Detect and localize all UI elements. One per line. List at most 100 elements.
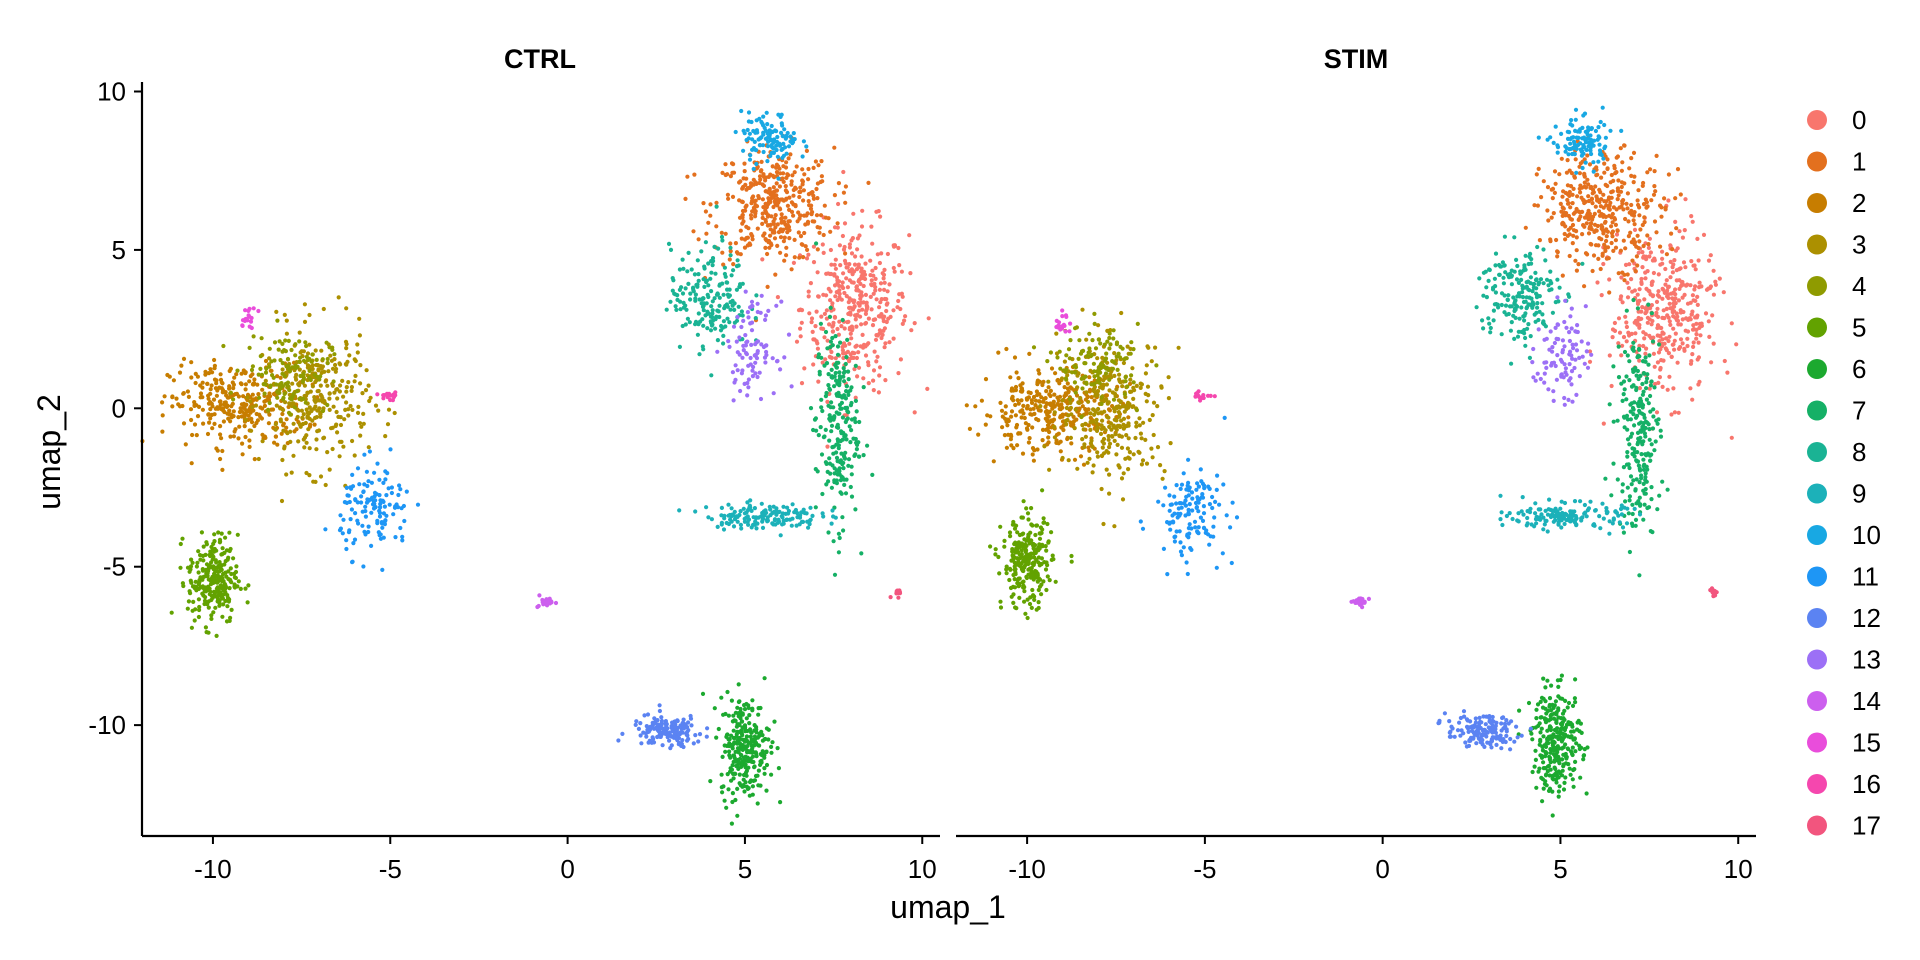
point-cluster-4	[314, 357, 319, 362]
point-cluster-3	[304, 393, 309, 398]
point-cluster-2	[1062, 385, 1067, 390]
point-cluster-5	[1040, 544, 1045, 549]
point-cluster-0	[863, 353, 869, 358]
point-cluster-10	[779, 121, 784, 126]
point-cluster-1	[787, 236, 792, 241]
point-cluster-5	[1019, 541, 1024, 546]
point-cluster-3	[330, 366, 336, 371]
point-cluster-5	[1017, 595, 1022, 601]
point-cluster-5	[194, 564, 199, 569]
point-cluster-5	[1047, 578, 1052, 583]
point-cluster-6	[732, 755, 737, 761]
point-cluster-2	[231, 434, 236, 439]
point-cluster-0	[1703, 311, 1709, 316]
point-cluster-1	[739, 236, 744, 241]
y-tick-label: 0	[112, 393, 126, 423]
point-cluster-1	[1583, 199, 1588, 204]
point-cluster-1	[802, 172, 807, 177]
point-cluster-8	[721, 292, 726, 297]
point-cluster-2	[998, 400, 1003, 405]
point-cluster-9	[731, 524, 737, 529]
point-cluster-2	[1034, 389, 1039, 394]
point-cluster-3	[1101, 441, 1106, 446]
point-cluster-2	[1072, 419, 1077, 424]
point-cluster-2	[220, 390, 225, 395]
point-cluster-8	[686, 281, 691, 286]
point-cluster-8	[722, 265, 728, 270]
point-cluster-5	[998, 599, 1003, 604]
point-cluster-1	[1621, 207, 1626, 212]
point-cluster-3	[1091, 388, 1096, 394]
point-cluster-3	[333, 362, 338, 368]
point-cluster-0	[853, 344, 858, 349]
point-cluster-3	[358, 363, 363, 368]
point-cluster-0	[1637, 386, 1642, 391]
point-cluster-0	[1610, 335, 1615, 340]
point-cluster-6	[766, 737, 771, 742]
point-cluster-1	[1636, 188, 1641, 193]
point-cluster-1	[763, 245, 768, 250]
point-cluster-13	[739, 371, 745, 376]
point-cluster-0	[849, 336, 854, 341]
point-cluster-0	[1673, 331, 1678, 336]
point-cluster-13	[731, 324, 737, 329]
point-cluster-10	[780, 146, 785, 151]
point-cluster-1	[731, 262, 736, 267]
point-cluster-9	[789, 523, 794, 528]
point-cluster-2	[315, 395, 320, 400]
point-cluster-5	[193, 579, 198, 584]
point-cluster-11	[363, 514, 368, 519]
point-cluster-0	[844, 276, 849, 281]
point-cluster-10	[759, 135, 764, 140]
point-cluster-5	[225, 604, 230, 609]
point-cluster-1	[1562, 210, 1567, 215]
point-cluster-1	[728, 241, 733, 246]
point-cluster-6	[764, 762, 770, 768]
point-cluster-7	[841, 430, 846, 435]
point-cluster-3	[1108, 421, 1113, 426]
point-cluster-5	[238, 586, 243, 592]
point-cluster-8	[708, 319, 713, 324]
point-cluster-4	[331, 379, 336, 384]
point-cluster-1	[1549, 215, 1554, 220]
point-cluster-14	[547, 596, 552, 601]
point-cluster-3	[1084, 337, 1089, 342]
point-cluster-1	[766, 196, 771, 201]
point-cluster-3	[284, 472, 289, 477]
point-cluster-2	[1048, 388, 1053, 393]
point-cluster-0	[1678, 345, 1683, 350]
point-cluster-3	[313, 479, 318, 484]
point-cluster-7	[831, 539, 836, 544]
point-cluster-0	[1643, 306, 1648, 311]
point-cluster-2	[1030, 452, 1035, 457]
point-cluster-1	[1549, 187, 1554, 192]
point-cluster-3	[284, 331, 289, 336]
point-cluster-7	[846, 463, 851, 468]
point-cluster-4	[272, 340, 278, 345]
point-cluster-3	[1131, 452, 1136, 457]
point-cluster-3	[1155, 445, 1161, 450]
point-cluster-1	[1629, 173, 1634, 178]
point-cluster-0	[1688, 386, 1693, 391]
point-cluster-7	[817, 369, 822, 374]
point-cluster-5	[221, 571, 226, 577]
point-cluster-0	[1646, 288, 1651, 293]
point-cluster-8	[740, 281, 745, 286]
point-cluster-4	[1092, 311, 1097, 316]
point-cluster-11	[349, 507, 354, 512]
point-cluster-2	[251, 408, 256, 413]
point-cluster-0	[1685, 301, 1691, 306]
point-cluster-7	[821, 435, 827, 440]
point-cluster-1	[1605, 166, 1610, 172]
point-cluster-0	[825, 399, 830, 404]
point-cluster-3	[325, 450, 330, 455]
point-cluster-5	[191, 599, 196, 605]
point-cluster-0	[1636, 250, 1641, 255]
point-cluster-0	[1660, 330, 1665, 335]
point-cluster-2	[1040, 427, 1046, 432]
point-cluster-12	[697, 732, 703, 737]
point-cluster-0	[1648, 306, 1653, 311]
point-cluster-8	[709, 270, 714, 275]
point-cluster-1	[733, 241, 739, 246]
